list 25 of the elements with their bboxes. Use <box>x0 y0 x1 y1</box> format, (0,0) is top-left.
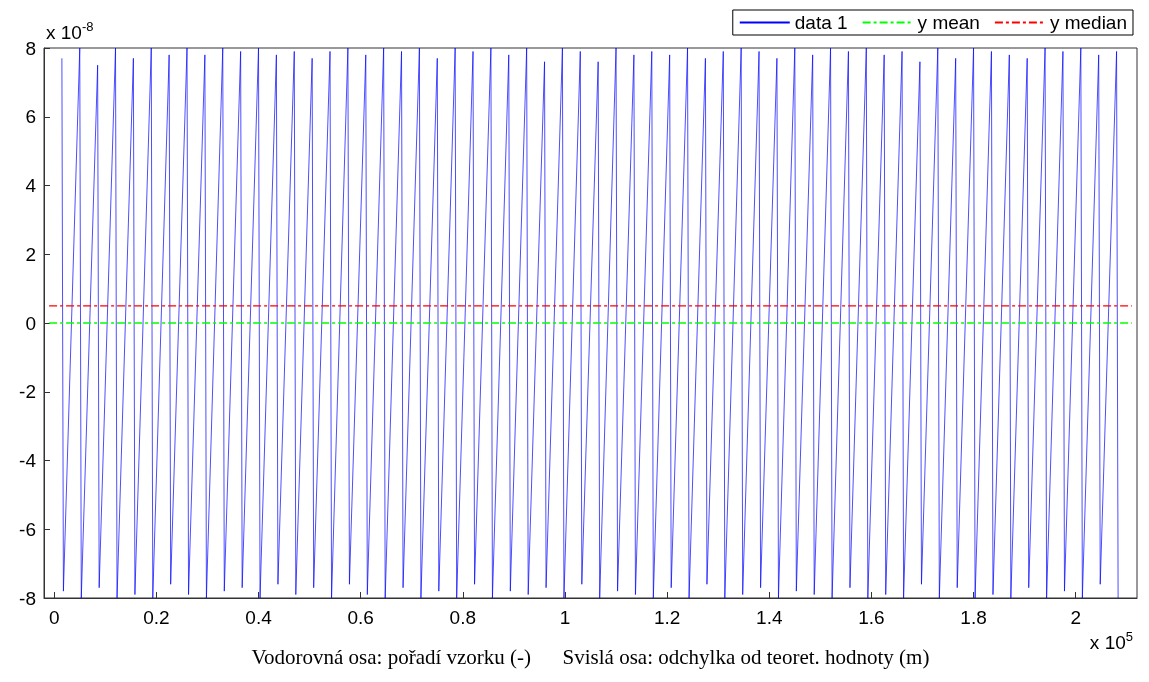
y-tick-label: 6 <box>25 106 36 128</box>
y-tick-label: 8 <box>25 37 36 59</box>
x-tick-label: 0.2 <box>143 607 170 628</box>
line-series <box>61 47 1119 599</box>
legend-label: y median <box>1049 12 1128 33</box>
legend-label: data 1 <box>794 12 848 33</box>
x-tick-label: 2 <box>1070 607 1081 628</box>
y-tick-label: -2 <box>19 381 36 403</box>
y-tick-label: -4 <box>19 450 37 471</box>
y-tick-label: 2 <box>25 243 36 265</box>
x-tick-label: 1.4 <box>756 607 783 628</box>
x-tick-label: 0.6 <box>347 607 374 628</box>
x-tick-label: 1.2 <box>653 607 681 628</box>
x-tick-label: 0 <box>48 607 60 628</box>
x-tick-label: 1 <box>559 607 571 628</box>
x-tick-label: 1.8 <box>960 607 987 628</box>
y-tick-label: -8 <box>19 587 36 609</box>
x-tick-label: 0.4 <box>245 607 273 628</box>
y-tick-label: 0 <box>25 312 36 334</box>
y-tick-label: -6 <box>19 518 36 540</box>
x-tick-label: 1.6 <box>858 607 885 628</box>
y-tick-label: 4 <box>25 175 37 196</box>
x-tick-label: 0.8 <box>449 607 477 628</box>
legend-label: y mean <box>917 12 980 33</box>
x-axis-title: Vodorovná osa: pořadí vzorku (-) Svislá osa: odchylka od teoret. hodnoty (m) <box>251 644 930 669</box>
